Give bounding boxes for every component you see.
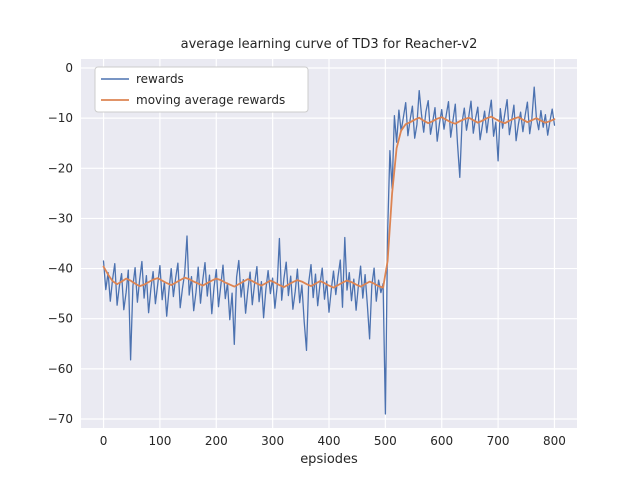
axis-ticks: 0 100 200 300 400 500 600 700 800 0 −10 −20 −30 −40 −5… [48,61,566,448]
plot-area [81,59,577,428]
y-tick-label: 0 [65,61,73,75]
y-tick-label: −60 [48,362,73,376]
y-tick-label: −50 [48,312,73,326]
chart-title: average learning curve of TD3 for Reache… [181,37,478,52]
series-line-rewards [102,86,556,415]
x-tick-label: 600 [430,434,453,448]
x-tick-label: 400 [318,434,341,448]
legend: rewards moving average rewards [94,66,309,113]
y-tick-label: −20 [48,161,73,175]
y-tick-label: −40 [48,262,73,276]
legend-frame [94,66,309,113]
x-tick-label: 200 [205,434,228,448]
series-line-moving-average-rewards [102,115,556,289]
x-tick-label: 0 [100,434,108,448]
legend-label-moving-average: moving average rewards [136,93,285,107]
x-tick-label: 100 [148,434,171,448]
y-tick-label: −30 [48,211,73,225]
y-tick-label: −70 [48,412,73,426]
x-axis-label: epsiodes [300,452,358,467]
x-tick-label: 500 [374,434,397,448]
legend-label-rewards: rewards [136,72,184,86]
y-tick-label: −10 [48,111,73,125]
x-tick-label: 300 [261,434,284,448]
x-tick-label: 800 [543,434,566,448]
x-tick-label: 700 [487,434,510,448]
